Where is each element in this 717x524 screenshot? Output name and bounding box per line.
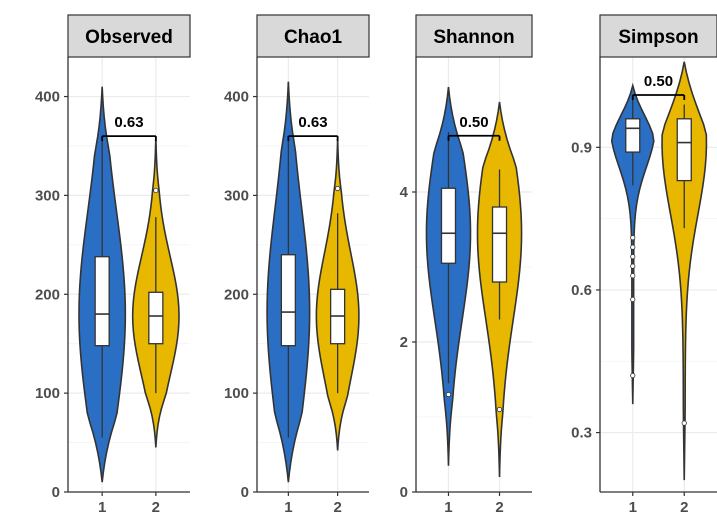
violin-2	[661, 61, 708, 481]
x-tick-label: 2	[333, 499, 341, 516]
facet-strip	[599, 14, 717, 58]
y-tick-label: 300	[35, 187, 60, 204]
outlier-point	[153, 187, 159, 194]
box-2	[491, 206, 508, 283]
x-tick-label: 1	[444, 499, 452, 516]
x-tick-label: 2	[680, 499, 688, 516]
y-tick-label: 100	[35, 385, 60, 402]
p-value-label: 0.63	[114, 114, 143, 131]
box-2	[676, 118, 692, 182]
panel-simpson: Simpson 0.50 0.3 0.6 0.9 1 2	[571, 14, 717, 516]
y-tick-label: 0	[400, 484, 408, 501]
y-tick-label: 0	[52, 484, 60, 501]
y-tick-label: 400	[35, 89, 60, 106]
outlier-point	[630, 273, 636, 279]
y-tick-label: 0.6	[571, 282, 592, 299]
facet-title: Shannon	[433, 27, 514, 48]
x-tick-label: 1	[98, 499, 106, 516]
x-tick-label: 2	[152, 499, 160, 516]
panel-shannon: Shannon 0.50 0 2 4 1 2	[400, 14, 533, 516]
p-value-label: 0.63	[298, 114, 327, 131]
x-tick-label: 1	[284, 499, 292, 516]
facet-strip	[67, 14, 191, 58]
facet-title: Observed	[85, 27, 173, 48]
panel-chao1: Chao1 0.63 0 100 200 300 400 1 2	[224, 14, 370, 516]
outlier-point	[630, 372, 636, 379]
x-tick-label: 1	[629, 499, 637, 516]
y-tick-label: 200	[224, 286, 249, 303]
box-1	[440, 187, 457, 264]
facet-title: Chao1	[284, 27, 343, 48]
y-tick-label: 0	[241, 484, 249, 501]
box-2	[148, 291, 164, 345]
y-tick-label: 400	[224, 89, 249, 106]
y-tick-label: 2	[400, 334, 408, 351]
facet-strip	[256, 14, 370, 58]
box-1	[94, 256, 110, 347]
outlier-point	[335, 185, 341, 192]
x-tick-label: 2	[495, 499, 503, 516]
y-tick-label: 4	[400, 184, 409, 201]
outlier-point	[630, 263, 636, 269]
y-tick-label: 300	[224, 187, 249, 204]
outlier-point	[496, 406, 503, 413]
box-1	[625, 118, 641, 153]
outlier-point	[630, 296, 636, 303]
box-1	[280, 254, 297, 347]
facet-title: Simpson	[618, 27, 698, 48]
p-value-label: 0.50	[459, 114, 488, 131]
p-value-label: 0.50	[644, 73, 673, 90]
outlier-point	[630, 235, 636, 241]
y-tick-label: 0.9	[571, 139, 592, 156]
outlier-point	[630, 244, 636, 250]
y-tick-label: 200	[35, 286, 60, 303]
y-tick-label: 100	[224, 385, 249, 402]
outlier-point	[630, 254, 636, 260]
y-tick-label: 0.3	[571, 425, 592, 442]
outlier-point	[445, 391, 452, 398]
panel-observed: Observed 0.63 0 100 200 300 400 1 2	[35, 14, 191, 516]
facet-strip	[415, 14, 533, 58]
outlier-point	[681, 420, 687, 426]
